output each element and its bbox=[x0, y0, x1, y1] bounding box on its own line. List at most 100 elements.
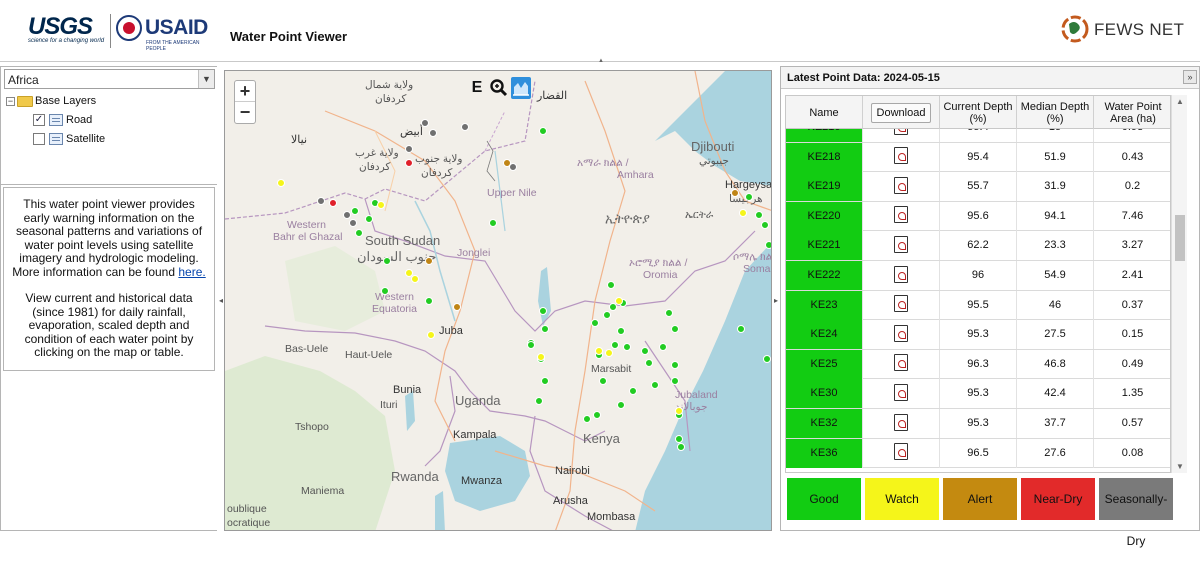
collapse-panel-icon[interactable]: » bbox=[1183, 70, 1197, 84]
water-point-marker[interactable] bbox=[453, 303, 461, 311]
water-point-marker[interactable] bbox=[343, 211, 351, 219]
table-scrollbar[interactable]: ▲ ▼ bbox=[1171, 95, 1187, 473]
scroll-up-icon[interactable]: ▲ bbox=[1176, 97, 1184, 106]
water-point-marker[interactable] bbox=[599, 377, 607, 385]
water-point-marker[interactable] bbox=[593, 411, 601, 419]
water-point-marker[interactable] bbox=[629, 387, 637, 395]
chevron-right-icon[interactable]: ▸ bbox=[773, 296, 778, 305]
water-point-marker[interactable] bbox=[527, 341, 535, 349]
water-point-marker[interactable] bbox=[461, 123, 469, 131]
table-row[interactable]: KE24 95.3 27.5 0.15 bbox=[786, 320, 1170, 350]
water-point-marker[interactable] bbox=[609, 303, 617, 311]
water-point-marker[interactable] bbox=[539, 127, 547, 135]
water-point-marker[interactable] bbox=[277, 179, 285, 187]
water-point-marker[interactable] bbox=[755, 211, 763, 219]
pdf-download-icon[interactable] bbox=[894, 147, 908, 165]
pdf-download-icon[interactable] bbox=[894, 206, 908, 224]
water-point-marker[interactable] bbox=[405, 145, 413, 153]
water-point-marker[interactable] bbox=[737, 325, 745, 333]
collapse-header-toggle[interactable]: ▲ bbox=[598, 58, 604, 64]
pdf-download-icon[interactable] bbox=[894, 295, 908, 313]
table-row[interactable]: KE222 96 54.9 2.41 bbox=[786, 261, 1170, 291]
satellite-layer-label[interactable]: Satellite bbox=[66, 133, 106, 145]
chevron-left-icon[interactable]: ◂ bbox=[218, 296, 223, 305]
water-point-marker[interactable] bbox=[677, 443, 685, 451]
pdf-download-icon[interactable] bbox=[894, 324, 908, 342]
water-point-marker[interactable] bbox=[745, 193, 753, 201]
region-select[interactable]: Africa ▼ bbox=[4, 69, 215, 89]
water-point-marker[interactable] bbox=[425, 297, 433, 305]
road-layer-label[interactable]: Road bbox=[66, 114, 93, 126]
chevron-down-icon[interactable]: ▼ bbox=[198, 70, 214, 88]
water-point-marker[interactable] bbox=[317, 197, 325, 205]
scroll-down-icon[interactable]: ▼ bbox=[1176, 462, 1184, 471]
water-point-marker[interactable] bbox=[351, 207, 359, 215]
water-point-marker[interactable] bbox=[603, 311, 611, 319]
chart-icon[interactable] bbox=[511, 77, 531, 99]
water-point-marker[interactable] bbox=[537, 353, 545, 361]
water-point-marker[interactable] bbox=[405, 159, 413, 167]
water-point-marker[interactable] bbox=[765, 241, 771, 249]
water-point-marker[interactable] bbox=[763, 355, 771, 363]
water-point-marker[interactable] bbox=[671, 377, 679, 385]
column-header-current-depth[interactable]: Current Depth (%) bbox=[940, 96, 1017, 129]
water-point-marker[interactable] bbox=[355, 229, 363, 237]
more-info-link[interactable]: here. bbox=[178, 264, 206, 279]
water-point-marker[interactable] bbox=[671, 325, 679, 333]
water-point-marker[interactable] bbox=[623, 343, 631, 351]
water-point-marker[interactable] bbox=[429, 129, 437, 137]
water-point-marker[interactable] bbox=[349, 219, 357, 227]
water-point-marker[interactable] bbox=[381, 287, 389, 295]
water-point-marker[interactable] bbox=[421, 119, 429, 127]
water-point-marker[interactable] bbox=[607, 281, 615, 289]
road-layer-checkbox[interactable]: ✓ bbox=[33, 114, 45, 126]
water-point-marker[interactable] bbox=[617, 327, 625, 335]
fews-net-logo[interactable]: FEWS NET bbox=[1060, 14, 1190, 48]
water-point-marker[interactable] bbox=[377, 201, 385, 209]
water-point-marker[interactable] bbox=[731, 189, 739, 197]
water-point-marker[interactable] bbox=[605, 349, 613, 357]
water-point-marker[interactable] bbox=[761, 221, 769, 229]
pdf-download-icon[interactable] bbox=[894, 413, 908, 431]
water-point-marker[interactable] bbox=[675, 407, 683, 415]
table-row[interactable]: KE30 95.3 42.4 1.35 bbox=[786, 379, 1170, 409]
table-row[interactable]: KE221 62.2 23.3 3.27 bbox=[786, 231, 1170, 261]
water-point-marker[interactable] bbox=[489, 219, 497, 227]
water-point-marker[interactable] bbox=[383, 257, 391, 265]
water-point-marker[interactable] bbox=[329, 199, 337, 207]
water-point-marker[interactable] bbox=[583, 415, 591, 423]
table-row[interactable]: KE23 95.5 46 0.37 bbox=[786, 290, 1170, 321]
pdf-download-icon[interactable] bbox=[894, 176, 908, 194]
table-row[interactable]: KE218 95.4 51.9 0.43 bbox=[786, 142, 1170, 173]
right-splitter[interactable]: ▸ bbox=[772, 66, 780, 531]
water-point-marker[interactable] bbox=[739, 209, 747, 217]
download-button[interactable]: Download bbox=[870, 102, 932, 123]
water-point-marker[interactable] bbox=[645, 359, 653, 367]
water-point-marker[interactable] bbox=[535, 397, 543, 405]
table-row[interactable]: KE25 96.3 46.8 0.49 bbox=[786, 349, 1170, 380]
usaid-logo[interactable]: USAID FROM THE AMERICAN PEOPLE bbox=[116, 14, 212, 52]
water-point-marker[interactable] bbox=[665, 309, 673, 317]
water-point-marker[interactable] bbox=[595, 347, 603, 355]
water-point-marker[interactable] bbox=[425, 257, 433, 265]
column-header-name[interactable]: Name bbox=[786, 96, 863, 129]
water-point-marker[interactable] bbox=[591, 319, 599, 327]
water-point-marker[interactable] bbox=[675, 435, 683, 443]
water-point-marker[interactable] bbox=[671, 361, 679, 369]
water-point-marker[interactable] bbox=[427, 331, 435, 339]
water-point-marker[interactable] bbox=[615, 297, 623, 305]
water-point-marker[interactable] bbox=[541, 325, 549, 333]
collapse-tree-icon[interactable]: − bbox=[6, 96, 15, 106]
pdf-download-icon[interactable] bbox=[894, 354, 908, 372]
satellite-layer-checkbox[interactable] bbox=[33, 133, 45, 145]
column-header-median-depth[interactable]: Median Depth (%) bbox=[1017, 96, 1094, 129]
water-point-marker[interactable] bbox=[611, 341, 619, 349]
zoom-out-button[interactable]: − bbox=[239, 102, 251, 122]
water-point-marker[interactable] bbox=[405, 269, 413, 277]
zoom-search-icon[interactable] bbox=[489, 77, 509, 99]
table-row[interactable]: KE219 55.7 31.9 0.2 bbox=[786, 172, 1170, 202]
extent-button[interactable]: E bbox=[471, 79, 483, 96]
table-row[interactable]: KE36 96.5 27.6 0.08 bbox=[786, 438, 1170, 469]
water-point-marker[interactable] bbox=[651, 381, 659, 389]
table-row[interactable]: KE32 95.3 37.7 0.57 bbox=[786, 409, 1170, 439]
